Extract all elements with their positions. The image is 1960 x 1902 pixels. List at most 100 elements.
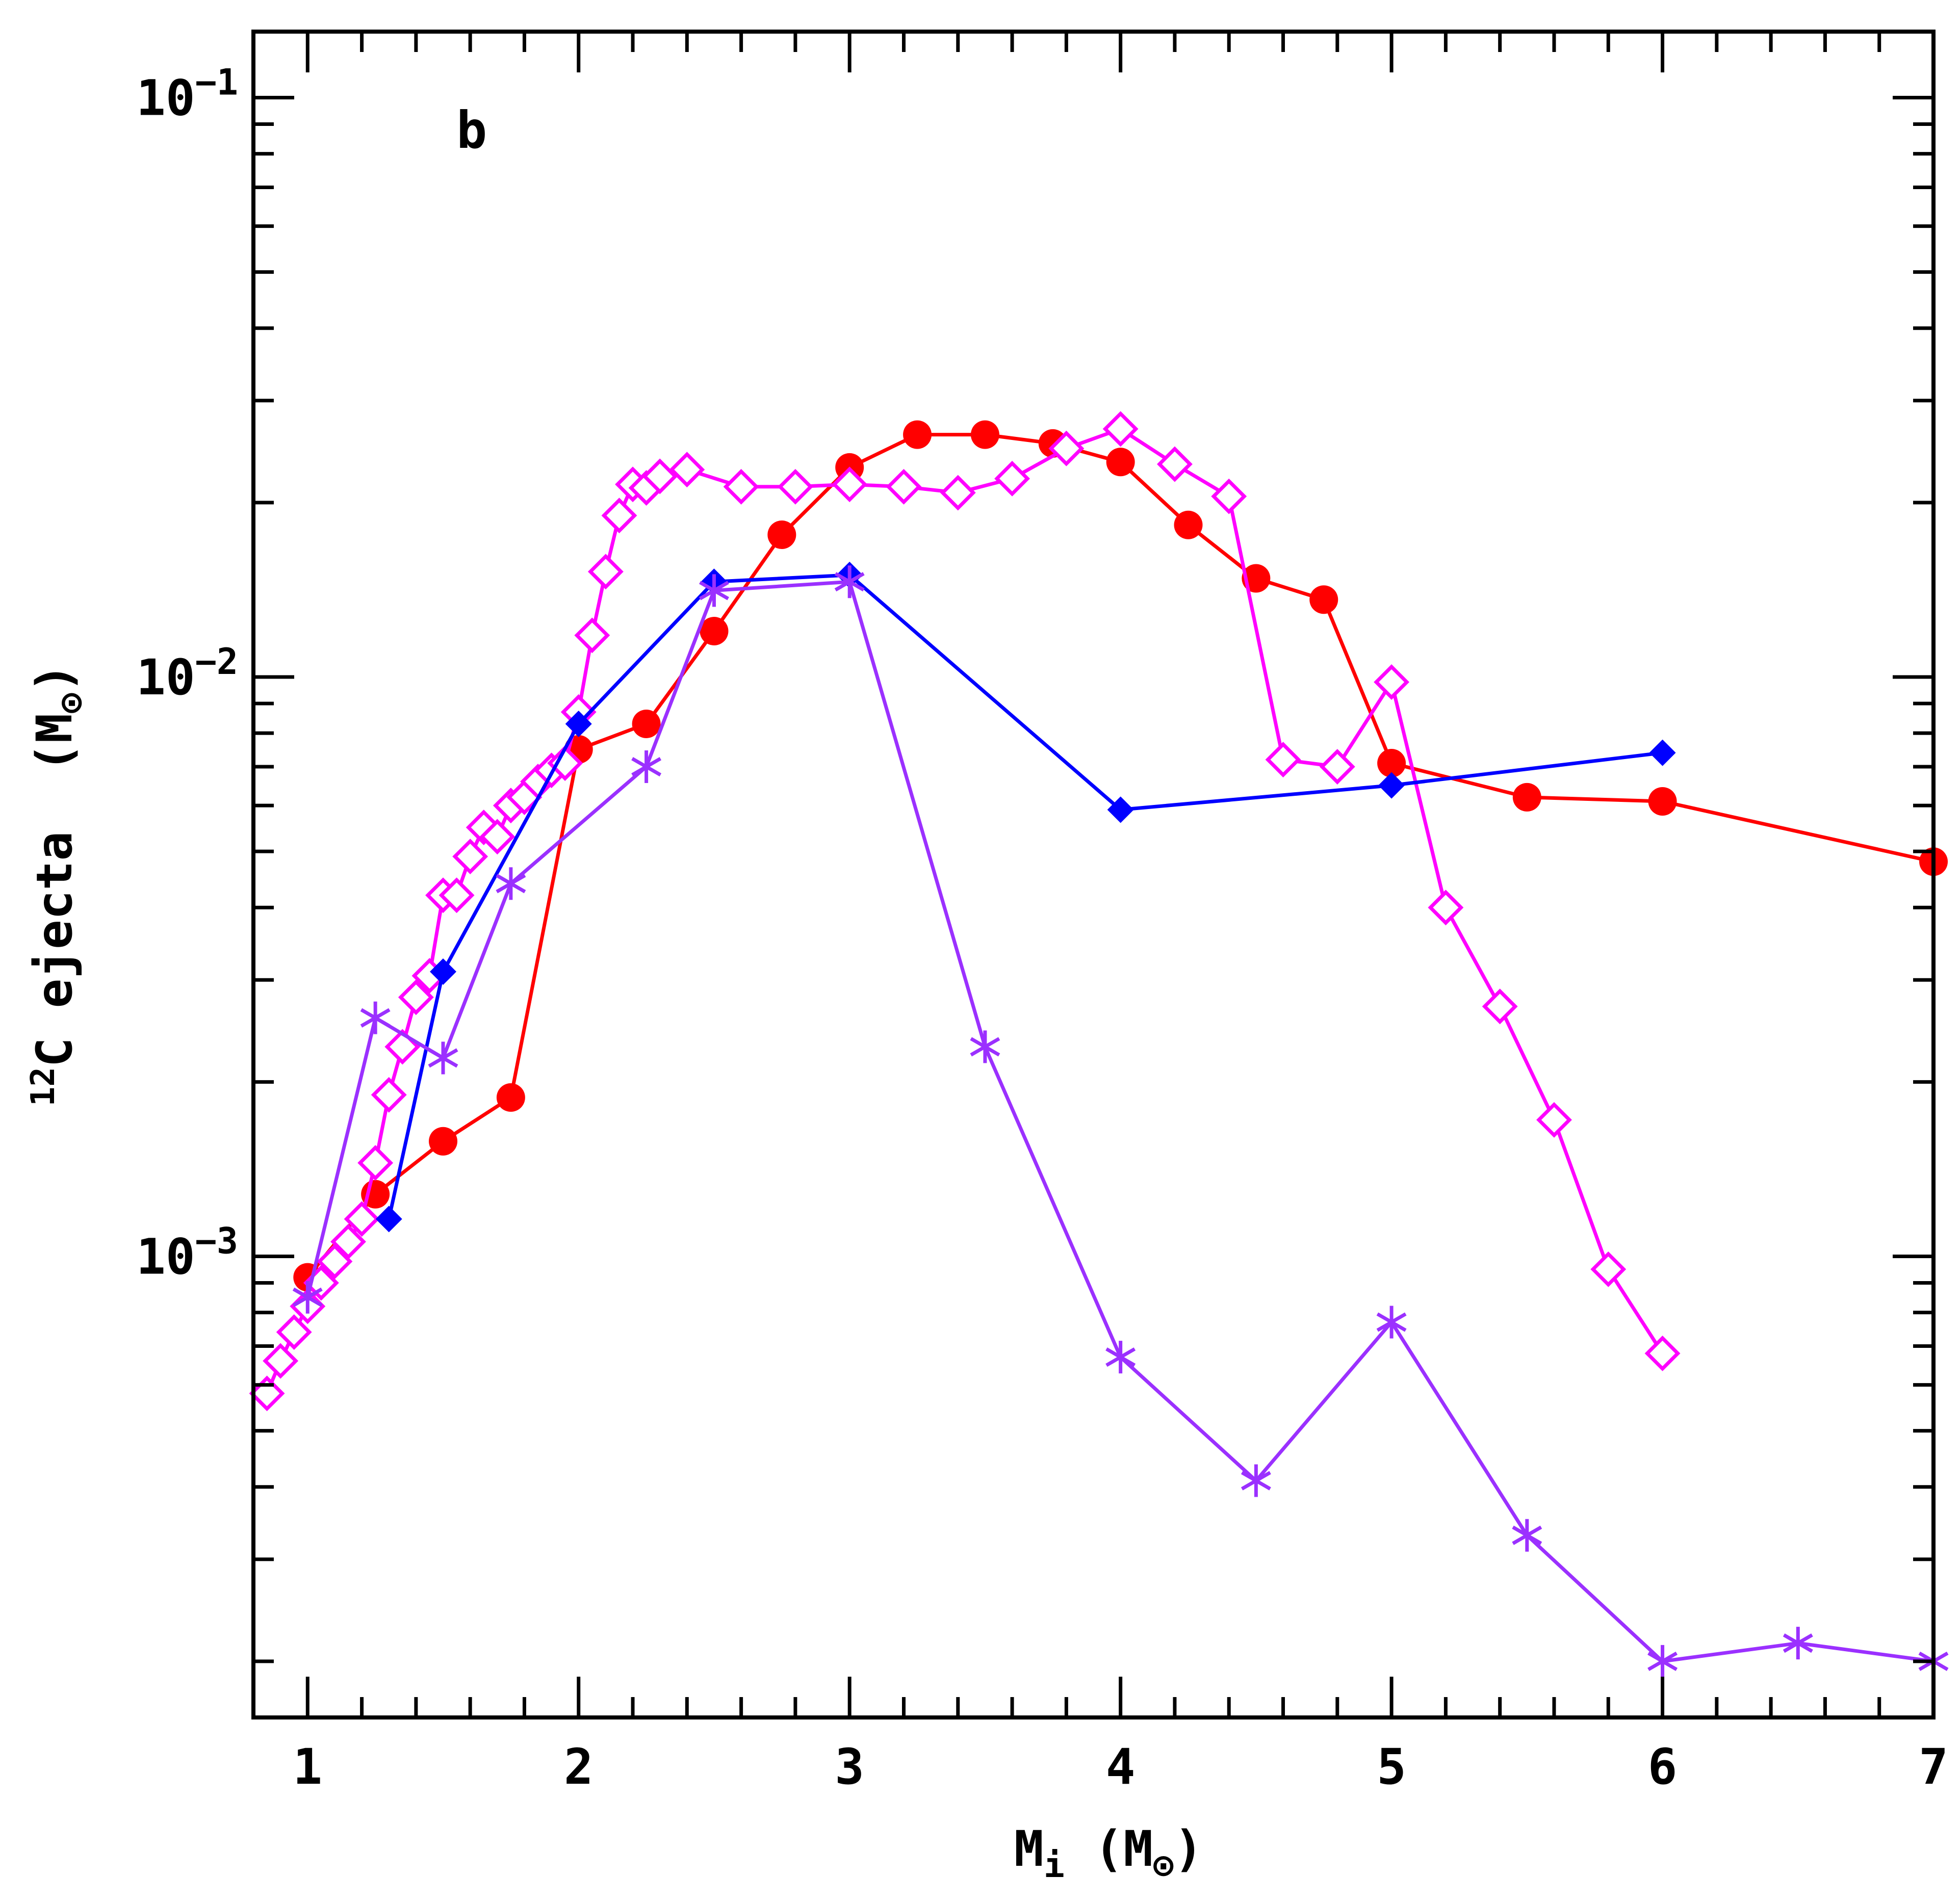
data-point xyxy=(276,1314,312,1350)
data-point xyxy=(398,979,434,1015)
data-point xyxy=(344,1201,380,1237)
series-red-circles xyxy=(293,420,1948,1292)
x-axis-base: M xyxy=(1014,1820,1044,1878)
x-tick-label: 6 xyxy=(1648,1738,1678,1795)
data-point xyxy=(587,554,624,590)
data-point xyxy=(357,1145,394,1181)
data-point xyxy=(940,475,976,511)
series-purple-asterisks xyxy=(292,565,1949,1678)
x-axis-title: Mi (M⊙) xyxy=(1014,1820,1203,1886)
data-point xyxy=(496,867,526,900)
data-point xyxy=(430,958,457,985)
data-point xyxy=(1376,1306,1407,1339)
data-point xyxy=(360,1001,391,1034)
data-point xyxy=(903,420,932,449)
data-point xyxy=(970,420,999,449)
x-tick-label: 3 xyxy=(835,1738,864,1795)
data-point xyxy=(1105,1341,1136,1374)
data-point xyxy=(1174,510,1203,539)
data-point xyxy=(723,468,759,505)
data-point xyxy=(1512,783,1541,812)
y-axis-main: C ejecta xyxy=(26,831,83,1067)
y-axis-unit: M xyxy=(26,714,83,743)
data-point xyxy=(777,468,813,505)
y-tick-label: 10−2 xyxy=(136,641,238,706)
data-point xyxy=(1536,1102,1572,1138)
data-point xyxy=(669,452,705,488)
data-point xyxy=(263,1343,299,1379)
x-axis-unit: M xyxy=(1123,1820,1153,1878)
data-point xyxy=(1644,1335,1681,1371)
data-point xyxy=(1156,446,1193,482)
x-tick-label: 5 xyxy=(1377,1738,1406,1795)
series-magenta-open-diamonds xyxy=(249,411,1681,1412)
x-tick-label: 1 xyxy=(293,1738,322,1795)
data-point xyxy=(700,617,729,646)
y-axis-title: 12C ejecta (M⊙) xyxy=(24,663,91,1106)
data-point xyxy=(547,745,583,781)
data-point xyxy=(1512,1519,1542,1552)
y-tick-label: 10−1 xyxy=(136,61,238,126)
data-point xyxy=(1647,1645,1678,1678)
series-layer xyxy=(249,411,1949,1678)
data-point xyxy=(1482,988,1518,1025)
data-point xyxy=(834,565,865,598)
data-point xyxy=(1374,664,1410,700)
data-point xyxy=(1241,1464,1271,1497)
data-point xyxy=(1106,448,1135,477)
panel-label: b xyxy=(456,100,487,160)
plot-frame xyxy=(251,30,1936,1719)
data-point xyxy=(994,460,1030,497)
data-point xyxy=(496,1083,525,1112)
data-point xyxy=(479,819,515,855)
data-point xyxy=(767,520,796,549)
data-point xyxy=(249,1375,285,1412)
series-blue-filled-diamonds xyxy=(375,561,1676,1233)
data-point xyxy=(1590,1251,1627,1287)
data-point xyxy=(1107,796,1134,823)
data-point xyxy=(601,498,637,534)
data-point xyxy=(642,458,678,494)
data-point xyxy=(1648,787,1677,816)
data-point xyxy=(1377,749,1406,778)
data-point xyxy=(1309,585,1338,614)
series-line xyxy=(306,433,1934,1279)
x-tick-label: 2 xyxy=(564,1738,594,1795)
tick-layer xyxy=(253,32,1936,1717)
data-point xyxy=(631,750,662,784)
data-point xyxy=(1783,1627,1813,1660)
data-point xyxy=(632,709,661,738)
data-point xyxy=(384,1029,421,1065)
x-tick-label: 4 xyxy=(1106,1738,1136,1795)
data-point xyxy=(429,1127,458,1156)
x-tick-label: 7 xyxy=(1919,1738,1948,1795)
x-axis-sub: i xyxy=(1044,1845,1065,1886)
data-point xyxy=(1211,478,1247,514)
data-point xyxy=(428,1041,458,1075)
data-point xyxy=(1265,742,1301,778)
data-point xyxy=(574,617,610,654)
data-point xyxy=(832,466,868,503)
data-point xyxy=(1378,772,1405,799)
tick-labels: 1 2 3 4 5 6 7 10−3 10−2 10−1 xyxy=(136,61,1948,1795)
data-point xyxy=(699,574,729,607)
data-point xyxy=(565,710,592,737)
y-axis-sup: 12 xyxy=(24,1067,62,1106)
data-point xyxy=(452,839,488,875)
data-point xyxy=(970,1030,1000,1063)
y-axis-paren-close: ) xyxy=(26,663,83,693)
series-line xyxy=(305,580,1934,1663)
data-point xyxy=(375,1206,402,1233)
data-point xyxy=(1048,430,1085,466)
y-axis-unit-sub: ⊙ xyxy=(51,693,91,714)
data-point xyxy=(1102,411,1139,447)
data-point xyxy=(1319,749,1355,785)
data-point xyxy=(292,1281,323,1314)
data-point xyxy=(1649,739,1676,766)
data-point xyxy=(886,468,922,505)
y-axis-paren-open: ( xyxy=(26,743,83,772)
data-point xyxy=(317,1243,353,1280)
y-tick-label: 10−3 xyxy=(136,1220,238,1285)
data-point xyxy=(439,877,475,914)
data-point xyxy=(1428,890,1464,926)
